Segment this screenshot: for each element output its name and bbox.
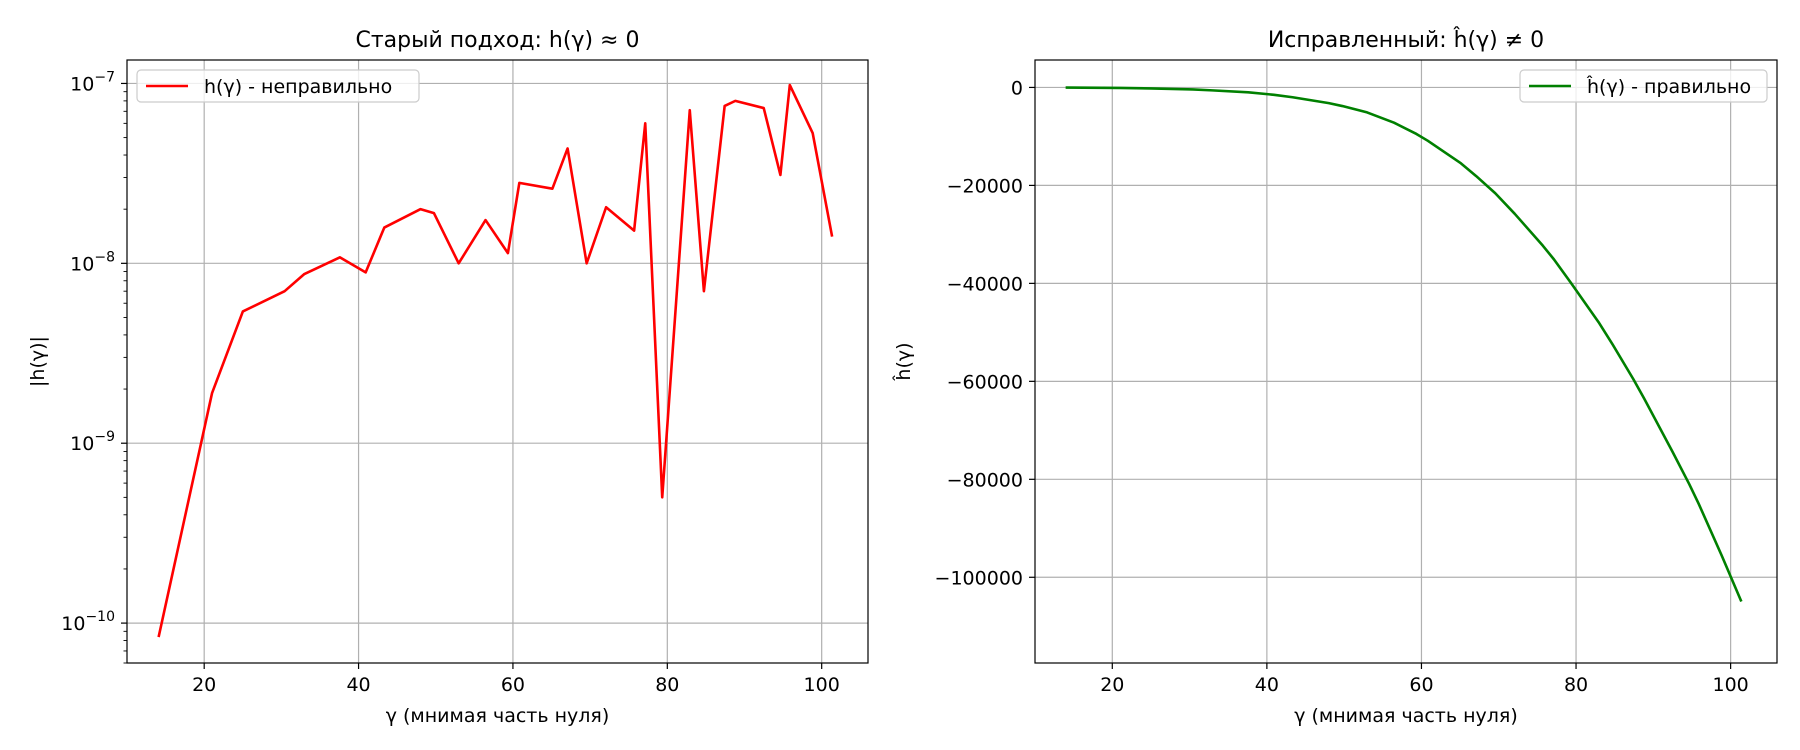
x-tick-label: 80 <box>1564 674 1588 696</box>
x-axis-label: γ (мнимая часть нуля) <box>1294 705 1518 727</box>
plot-frame <box>126 59 869 664</box>
series-layer <box>157 83 834 638</box>
legend-label: h(γ) - неправильно <box>204 76 392 98</box>
legend-box <box>1519 69 1768 103</box>
series-line <box>1065 86 1743 603</box>
x-tick-label: 20 <box>192 674 216 696</box>
x-tick-label: 100 <box>804 674 840 696</box>
x-tick-label: 20 <box>1100 674 1124 696</box>
x-tick-label: 40 <box>346 674 370 696</box>
y-tick-label: −20000 <box>947 175 1023 197</box>
y-tick-label: −60000 <box>947 371 1023 393</box>
y-tick-label: −100000 <box>935 567 1023 589</box>
y-ticks: 10−10 10−9 10−8 10−7 <box>61 69 127 635</box>
y-tick-label: 10−8 <box>70 249 115 275</box>
x-axis-label: γ (мнимая часть нуля) <box>386 705 610 727</box>
x-tick-label: 60 <box>1409 674 1433 696</box>
x-tick-label: 100 <box>1712 674 1748 696</box>
series-layer <box>1065 86 1743 603</box>
legend: h(γ) - неправильно <box>136 69 420 103</box>
plot-area <box>1035 60 1777 663</box>
panel-old-approach: 20 40 60 80 100 10−10 10−9 10−8 10−7 Старый под… <box>27 28 869 727</box>
panel-corrected: 20 40 60 80 100 0 −20000 −40000 −60000 −80000 −10… <box>892 27 1778 727</box>
y-tick-label: 10−10 <box>61 609 115 635</box>
y-tick-label: −40000 <box>947 273 1023 295</box>
x-ticks: 20 40 60 80 100 <box>1100 663 1749 696</box>
plot-frame <box>1034 59 1778 664</box>
plot-area <box>127 60 868 663</box>
legend: ĥ(γ) - правильно <box>1519 69 1768 103</box>
x-tick-label: 60 <box>501 674 525 696</box>
chart-title: Старый подход: h(γ) ≈ 0 <box>356 28 640 53</box>
series-line <box>157 83 834 638</box>
legend-box <box>136 69 420 103</box>
y-tick-label: 0 <box>1011 77 1023 99</box>
x-tick-label: 40 <box>1255 674 1279 696</box>
y-tick-label: −80000 <box>947 469 1023 491</box>
legend-label: ĥ(γ) - правильно <box>1586 75 1751 98</box>
grid <box>127 60 868 663</box>
chart-title: Исправленный: ĥ(γ) ≠ 0 <box>1268 27 1544 53</box>
x-ticks: 20 40 60 80 100 <box>192 663 840 696</box>
y-ticks: 0 −20000 −40000 −60000 −80000 −100000 <box>935 77 1035 589</box>
y-tick-label: 10−7 <box>70 69 115 95</box>
y-tick-label: 10−9 <box>70 429 115 455</box>
x-tick-label: 80 <box>655 674 679 696</box>
y-axis-label: |h(γ)| <box>27 336 49 387</box>
y-axis-label: ĥ(γ) <box>892 342 915 381</box>
